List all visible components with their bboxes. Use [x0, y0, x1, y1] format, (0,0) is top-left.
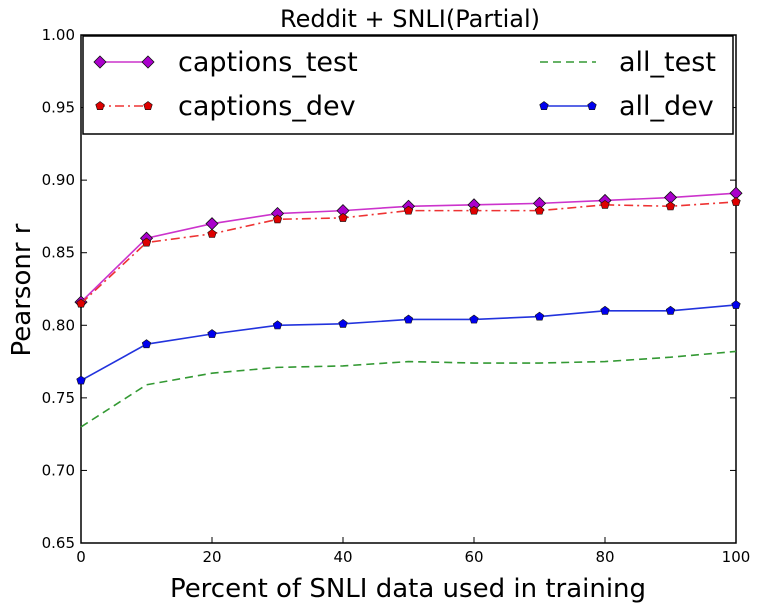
data-point-all_dev: [338, 318, 348, 328]
data-point-captions_dev: [272, 214, 283, 224]
y-tick-label: 0.90: [42, 171, 75, 189]
data-point-all_dev: [469, 314, 479, 324]
legend-marker: [587, 101, 597, 110]
chart-title: Reddit + SNLI(Partial): [280, 5, 540, 33]
y-tick-label: 0.70: [42, 461, 75, 479]
x-tick-label: 20: [202, 548, 221, 566]
x-tick-label: 40: [333, 548, 352, 566]
legend-items: captions_test captions_dev all_test all_dev: [93, 47, 716, 122]
legend-item-captions_test: captions_test: [93, 47, 358, 78]
y-tick-label: 1.00: [42, 26, 75, 44]
data-point-captions_dev: [534, 205, 545, 215]
legend-marker: [141, 55, 155, 69]
series-line-all_test: [80, 350, 737, 428]
x-tick-label: 0: [76, 548, 86, 566]
series-all_dev: [76, 300, 741, 385]
legend-label: captions_dev: [178, 91, 356, 122]
series-line-captions_dev: [80, 201, 737, 305]
data-point-all_dev: [403, 314, 414, 324]
y-tick-label: 0.80: [42, 316, 75, 334]
legend-label: all_test: [619, 47, 716, 78]
data-point-captions_dev: [469, 205, 479, 215]
data-point-captions_dev: [600, 199, 610, 209]
legend-marker: [539, 101, 549, 110]
data-point-all_dev: [207, 329, 217, 338]
data-point-all_dev: [731, 300, 741, 309]
y-tick-label: 0.95: [42, 99, 75, 117]
x-tick-label: 80: [595, 548, 614, 566]
y-axis-label: Pearsonr r: [7, 223, 37, 356]
legend-marker: [93, 55, 107, 69]
data-point-all_dev: [665, 305, 676, 315]
data-point-captions_dev: [665, 201, 676, 211]
legend-frame: [82, 35, 734, 135]
ticks-layer: 0 20 40 60 80 100 0.65 0.70 0.75 0.80 0.85 0.90 0.95…: [42, 26, 751, 566]
series-captions_test: [74, 186, 743, 309]
series-layer: [74, 186, 743, 428]
data-point-all_dev: [141, 339, 152, 349]
data-point-captions_dev: [403, 205, 414, 215]
data-point-all_dev: [272, 320, 283, 330]
x-axis-label: Percent of SNLI data used in training: [170, 574, 646, 604]
data-point-captions_dev: [338, 213, 348, 222]
data-point-all_dev: [76, 375, 86, 385]
y-tick-label: 0.65: [42, 534, 75, 552]
data-point-all_dev: [534, 311, 545, 321]
legend-item-captions_dev: captions_dev: [95, 91, 356, 122]
legend-marker: [95, 101, 105, 110]
series-captions_dev: [76, 197, 741, 308]
legend: captions_test captions_dev all_test all_dev: [82, 35, 734, 135]
data-point-captions_dev: [141, 237, 152, 247]
data-point-all_dev: [600, 305, 610, 315]
data-point-captions_dev: [76, 298, 86, 308]
legend-marker: [143, 101, 153, 110]
x-tick-label: 100: [722, 548, 751, 566]
y-tick-label: 0.75: [42, 389, 75, 407]
data-point-captions_dev: [207, 228, 217, 238]
data-point-captions_dev: [731, 197, 741, 206]
legend-item-all_test: all_test: [540, 47, 716, 78]
series-all_test: [80, 350, 737, 428]
legend-item-all_dev: all_dev: [539, 91, 714, 122]
y-tick-label: 0.85: [42, 244, 75, 262]
legend-label: all_dev: [619, 91, 714, 122]
x-tick-label: 60: [464, 548, 483, 566]
legend-label: captions_test: [178, 47, 358, 78]
